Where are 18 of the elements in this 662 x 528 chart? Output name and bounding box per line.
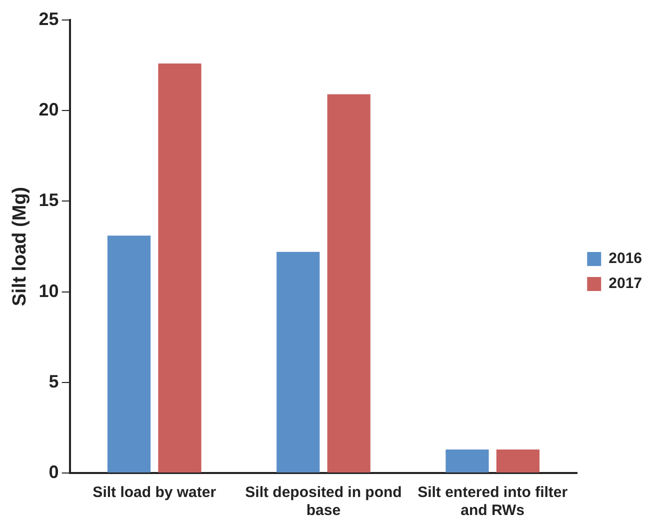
legend-label: 2017 — [608, 275, 642, 292]
x-tick-label: Silt entered into filter and RWs — [418, 484, 568, 520]
legend-label: 2016 — [608, 250, 642, 268]
bar — [158, 63, 202, 472]
y-tick-label: 10 — [38, 280, 59, 301]
bar — [496, 449, 540, 472]
bar — [107, 236, 151, 472]
y-axis-title: Silt load (Mg) — [10, 186, 31, 306]
x-tick-label: Silt load by water — [92, 484, 216, 502]
y-tick-label: 5 — [48, 371, 59, 392]
y-tick-label: 15 — [38, 190, 59, 210]
y-tick-label: 20 — [38, 100, 59, 120]
y-tick-label: 25 — [38, 8, 59, 29]
y-tick-label: 0 — [48, 462, 59, 482]
x-tick-label: Silt deposited in pond base — [245, 484, 402, 520]
bar — [446, 449, 489, 472]
bar — [276, 252, 320, 472]
bar — [327, 94, 370, 472]
